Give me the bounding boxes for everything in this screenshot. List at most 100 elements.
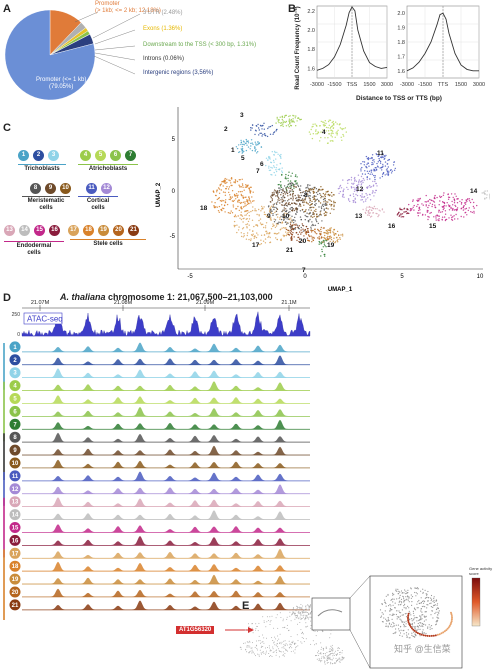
umap-cell-point (333, 228, 335, 231)
zoom-cell (414, 587, 416, 589)
umap-cell-point (342, 135, 345, 137)
umap-cell-point (278, 189, 281, 192)
gene-activity-cell (255, 623, 257, 625)
zoom-cell (394, 607, 396, 609)
zoom-cell (401, 609, 403, 611)
gene-activity-cell (256, 640, 257, 642)
umap-cell-point (269, 133, 272, 135)
umap-cell-point (306, 212, 308, 214)
umap-cell-point (473, 210, 475, 213)
umap-cell-point (294, 216, 296, 219)
umap-cell-point (261, 135, 263, 137)
zoom-cell (392, 621, 394, 624)
umap-cell-point (223, 200, 225, 202)
umap-cell-point (336, 131, 338, 133)
umap-cell-point (313, 224, 315, 227)
zoom-cell (425, 597, 427, 599)
umap-cell-point (240, 143, 242, 146)
zoom-cell (427, 600, 429, 602)
umap-cell-point (326, 142, 329, 144)
umap-cell-point (451, 218, 453, 221)
zoom-cell (387, 620, 389, 622)
umap-cell-point (258, 219, 260, 222)
pie-slice-label: Downstream to the TSS (< 300 bp, 1.31%) (143, 42, 257, 48)
gene-activity-cell (330, 650, 332, 652)
cluster-group-label: Stele cells (93, 241, 123, 247)
umap-cell-point (409, 210, 411, 212)
umap-cell-point (299, 188, 301, 190)
umap-cell-point (360, 199, 362, 201)
cluster-track-number: 2 (13, 358, 17, 364)
umap-cell-point (349, 194, 351, 197)
umap-cell-point (275, 225, 278, 227)
umap-cell-point (270, 195, 272, 197)
zoom-cell (430, 625, 433, 627)
umap-cluster-label: 18 (200, 205, 208, 212)
umap-cell-point (280, 199, 282, 201)
zoom-cell (405, 607, 407, 609)
zoom-cell (416, 629, 418, 631)
umap-cell-point (371, 209, 373, 212)
cluster-track-20 (22, 588, 310, 597)
umap-cell-point (408, 203, 410, 206)
umap-cell-point (235, 195, 237, 197)
umap-cell-point (256, 232, 258, 234)
umap-cell-point (269, 156, 271, 158)
umap-cell-point (288, 118, 291, 120)
cluster-track-number: 21 (12, 603, 19, 609)
umap-cell-point (315, 199, 317, 201)
umap-cell-point (370, 171, 373, 173)
umap-cell-point (227, 188, 230, 190)
umap-cell-point (316, 125, 318, 127)
umap-cell-point (325, 214, 327, 216)
gene-activity-cell (321, 660, 323, 662)
umap-cell-point (248, 211, 250, 213)
umap-cell-point (344, 127, 347, 129)
gene-activity-cell (320, 642, 322, 644)
umap-cell-point (439, 195, 441, 197)
umap-cell-point (434, 194, 436, 197)
zoom-cell (418, 602, 420, 605)
cluster-track-11 (22, 471, 310, 481)
umap-cell-point (284, 121, 287, 123)
umap-cell-point (224, 182, 226, 184)
gene-activity-cell (262, 641, 264, 642)
umap-cell-point (264, 242, 267, 244)
umap-cell-point (229, 180, 231, 182)
umap-cell-point (255, 210, 257, 212)
umap-cell-point (330, 133, 332, 135)
umap-cluster-label: 1 (231, 147, 235, 154)
umap-cell-point (292, 190, 295, 193)
umap-cell-point (275, 122, 277, 124)
umap-cell-point (311, 200, 313, 203)
zoom-cell (421, 622, 423, 625)
gene-activity-cell (328, 626, 330, 628)
umap-cell-point (323, 231, 325, 234)
umap-cell-point (273, 154, 275, 156)
umap-cell-point (326, 231, 329, 233)
umap-cell-point (257, 144, 259, 146)
umap-cell-point (412, 200, 414, 202)
umap-cell-point (258, 208, 260, 211)
watermark: 知乎 @生信菜 (394, 644, 451, 654)
zoom-cell (430, 602, 432, 604)
umap-cell-point (468, 207, 470, 209)
track-title: A. thaliana chromosome 1: 21,067,500–21,… (60, 292, 273, 302)
zoom-cell (433, 597, 435, 600)
umap-cell-point (285, 231, 287, 233)
umap-cell-point (320, 207, 323, 210)
zoom-cell (392, 592, 394, 595)
umap-cell-point (341, 233, 344, 235)
gene-activity-cell (245, 649, 247, 651)
umap-cell-point (400, 213, 402, 215)
umap-cell-point (438, 215, 440, 217)
umap-cell-point (422, 204, 424, 206)
profile-ytick-label: 1.7 (397, 54, 405, 60)
cluster-track-number: 3 (13, 371, 17, 377)
gene-activity-cell (282, 654, 284, 656)
umap-cell-point (305, 190, 307, 192)
cluster-track-21 (22, 600, 310, 610)
zoom-cell (416, 587, 419, 589)
umap-cell-point (296, 209, 298, 211)
cluster-badge-12: 12 (101, 183, 112, 194)
